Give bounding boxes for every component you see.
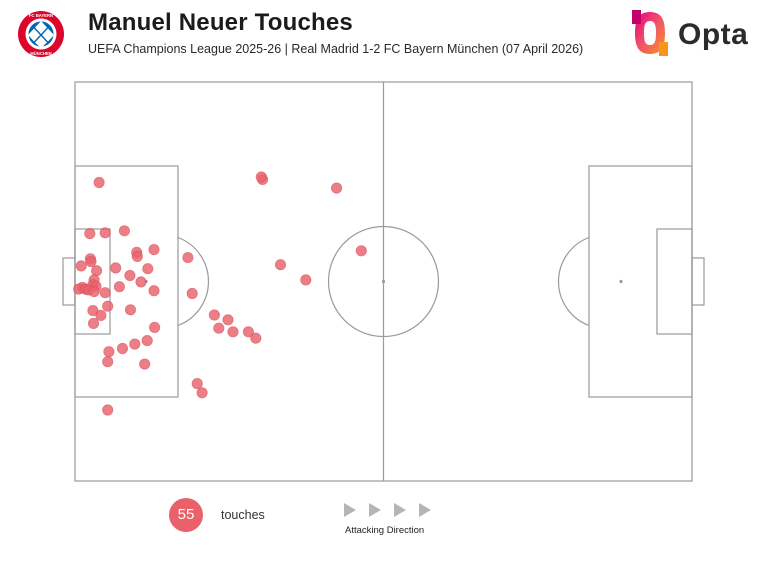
svg-text:MÜNCHEN: MÜNCHEN [30, 51, 51, 56]
left-penalty-arc [177, 236, 210, 327]
attacking-direction-arrows-icon [344, 503, 431, 517]
touch-point [91, 265, 103, 277]
centre-spot [381, 279, 386, 284]
touch-point [113, 281, 126, 293]
touch-point [102, 300, 114, 312]
touch-point [110, 262, 122, 274]
touch-point [227, 326, 239, 338]
header: FC BAYERN MÜNCHEN Manuel Neuer Touches U… [0, 0, 768, 70]
right-penalty-arc [557, 236, 590, 327]
touch-point [95, 309, 107, 321]
touch-point [99, 287, 111, 299]
touch-point [148, 285, 160, 297]
touch-point [129, 338, 141, 350]
touch-point [208, 309, 220, 321]
page-title: Manuel Neuer Touches [88, 9, 353, 36]
legend: 55 touches Attacking Direction [0, 490, 768, 550]
touch-point [99, 227, 111, 239]
touch-point [250, 332, 262, 344]
touch-point [102, 404, 114, 416]
touch-point [87, 317, 100, 329]
touch-point [255, 171, 267, 183]
opta-brand: Opta [630, 8, 755, 58]
opta-logo-mark-icon [632, 10, 668, 56]
touch-point [213, 322, 225, 334]
fc-bayern-munchen-crest-icon: FC BAYERN MÜNCHEN [18, 11, 64, 57]
touch-point [124, 304, 137, 316]
svg-text:FC BAYERN: FC BAYERN [29, 13, 53, 18]
touch-point [116, 342, 129, 355]
touch-point [222, 314, 234, 326]
touch-point [196, 387, 208, 399]
page-subtitle: UEFA Champions League 2025-26 | Real Mad… [88, 42, 584, 56]
centre-circle [327, 225, 440, 338]
touch-point [84, 228, 96, 240]
touch-point [355, 245, 367, 257]
touch-point [135, 276, 147, 288]
touch-point [75, 260, 87, 272]
right-penalty-spot [619, 279, 623, 284]
touch-point [88, 285, 100, 298]
touch-point [330, 182, 343, 194]
touch-point [141, 334, 153, 347]
attacking-direction-label: Attacking Direction [345, 525, 425, 536]
touch-count-label: touches [221, 508, 265, 522]
touch-point [124, 269, 136, 282]
touch-point [131, 250, 143, 262]
touch-point [148, 244, 160, 256]
right-goal-area [656, 228, 693, 335]
touch-point [274, 259, 287, 271]
touch-point [149, 321, 161, 333]
pitch-map [62, 81, 705, 482]
touch-point [300, 274, 312, 286]
touch-point [103, 346, 115, 358]
touch-point [142, 263, 154, 275]
touch-points [73, 171, 367, 416]
touch-point [191, 377, 203, 390]
opta-wordmark: Opta [678, 18, 749, 51]
touch-point [139, 358, 151, 370]
touch-point [93, 176, 105, 189]
left-goal [62, 257, 76, 306]
touch-point [182, 252, 194, 264]
right-goal [691, 257, 705, 306]
touch-point [118, 225, 131, 237]
touch-point [186, 287, 198, 300]
touch-point [242, 326, 254, 338]
touch-point [102, 356, 114, 368]
touch-point [85, 255, 97, 268]
touch-count-badge: 55 [169, 498, 203, 532]
right-penalty-area [588, 165, 693, 398]
